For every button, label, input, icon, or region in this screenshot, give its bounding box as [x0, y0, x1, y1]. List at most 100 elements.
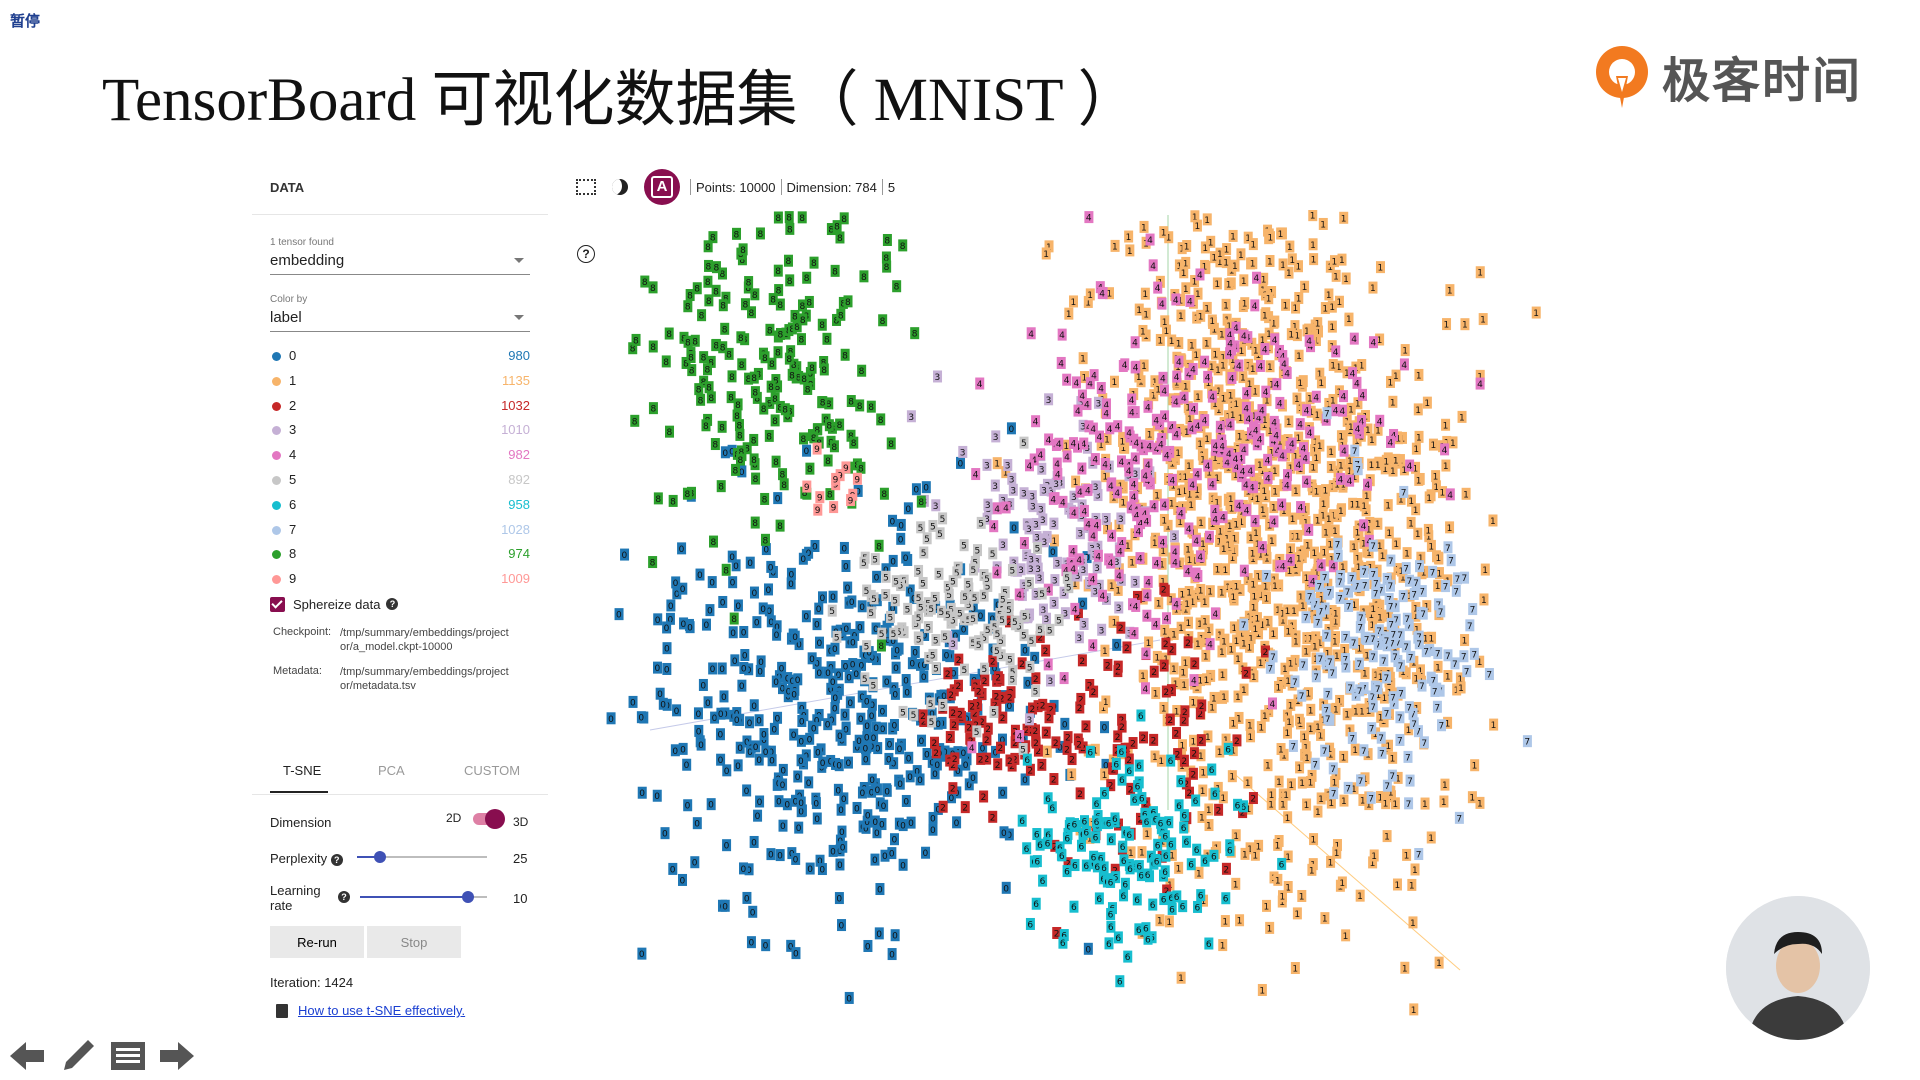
data-point: 7: [1350, 444, 1360, 457]
data-point: 4: [1357, 388, 1367, 401]
tensor-select[interactable]: embedding: [270, 248, 530, 275]
svg-text:0: 0: [891, 836, 897, 846]
bounding-box-select-icon[interactable]: [576, 179, 596, 195]
data-point: 6: [1141, 922, 1151, 935]
data-point: 4: [1130, 336, 1140, 349]
data-point: 1: [1445, 521, 1455, 534]
dimension-2d-option[interactable]: 2D: [446, 811, 461, 825]
data-point: 0: [732, 713, 742, 726]
menu-icon[interactable]: [110, 1041, 146, 1071]
data-point: 1: [1100, 768, 1110, 781]
svg-text:1: 1: [1280, 800, 1286, 810]
data-point: 1: [1164, 231, 1174, 244]
data-point: 7: [1395, 711, 1405, 724]
legend-count: 1010: [501, 422, 530, 437]
data-point: 7: [1322, 407, 1332, 420]
data-point: 4: [1090, 453, 1100, 466]
data-point: 0: [866, 739, 876, 752]
stop-button[interactable]: Stop: [367, 926, 461, 958]
data-point: 3: [1042, 612, 1052, 625]
data-point: 1: [1150, 375, 1160, 388]
data-point: 6: [1164, 816, 1174, 829]
data-point: 1: [1337, 876, 1347, 889]
svg-text:0: 0: [708, 801, 714, 811]
svg-text:0: 0: [791, 731, 797, 741]
data-point: 4: [1299, 442, 1309, 455]
legend-item-3[interactable]: 3 1010: [270, 420, 530, 440]
perplexity-slider[interactable]: [357, 850, 487, 864]
legend-item-6[interactable]: 6 958: [270, 495, 530, 515]
tab-pca[interactable]: PCA: [378, 763, 405, 778]
night-mode-icon[interactable]: [612, 179, 628, 195]
tsne-help-link[interactable]: How to use t-SNE effectively.: [298, 1003, 465, 1018]
sphereize-option[interactable]: Sphereize data ?: [270, 594, 399, 614]
data-point: 1: [1219, 634, 1229, 647]
slider-thumb[interactable]: [461, 891, 474, 903]
svg-text:1: 1: [1284, 729, 1290, 739]
help-icon[interactable]: ?: [386, 598, 399, 610]
legend-item-5[interactable]: 5 892: [270, 470, 530, 490]
label-mode-icon: A: [651, 176, 673, 198]
data-point: 1: [1229, 716, 1239, 729]
svg-text:0: 0: [680, 876, 686, 886]
tab-tsne[interactable]: T-SNE: [283, 763, 321, 778]
pen-icon[interactable]: [58, 1036, 98, 1076]
legend-item-9[interactable]: 9 1009: [270, 569, 530, 589]
rerun-button[interactable]: Re-run: [270, 926, 364, 958]
svg-text:0: 0: [978, 612, 984, 622]
svg-text:0: 0: [863, 756, 869, 766]
data-point: 0: [775, 849, 785, 862]
data-point: 1: [1196, 583, 1206, 596]
data-point: 0: [962, 712, 972, 725]
arrow-right-icon[interactable]: [158, 1040, 196, 1072]
dimension-3d-option[interactable]: 3D: [513, 815, 528, 829]
data-point: 1: [1313, 805, 1323, 818]
data-point: 6: [1058, 936, 1068, 949]
svg-text:1: 1: [1370, 284, 1376, 294]
sphereize-checkbox[interactable]: [270, 596, 285, 612]
label-mode-button[interactable]: A: [644, 169, 680, 205]
arrow-left-icon[interactable]: [8, 1040, 46, 1072]
legend-item-7[interactable]: 7 1028: [270, 520, 530, 540]
data-point: 8: [727, 370, 737, 383]
svg-text:0: 0: [793, 855, 799, 865]
svg-text:1: 1: [1157, 917, 1163, 927]
color-by-select[interactable]: label: [270, 305, 530, 332]
learning-rate-slider[interactable]: [360, 890, 487, 904]
legend-item-1[interactable]: 1 1135: [270, 371, 530, 391]
data-point: 0: [906, 816, 916, 829]
data-point: 7: [1314, 579, 1324, 592]
legend-item-4[interactable]: 4 982: [270, 445, 530, 465]
presenter-image: [1726, 896, 1870, 1040]
svg-text:0: 0: [1080, 600, 1086, 610]
legend-item-2[interactable]: 2 1032: [270, 396, 530, 416]
help-icon[interactable]: ?: [330, 854, 343, 866]
svg-text:0: 0: [705, 699, 711, 709]
svg-text:1: 1: [1215, 566, 1221, 576]
legend-item-0[interactable]: 0 980: [270, 346, 530, 366]
data-point: 1: [1234, 711, 1244, 724]
embedding-scatter-plot[interactable]: 0000000000000000000000000000000000000000…: [600, 210, 1560, 1040]
dimension-toggle[interactable]: [469, 809, 505, 829]
data-point: 5: [1010, 615, 1020, 628]
data-point: 6: [1069, 900, 1079, 913]
data-point: 6: [1115, 975, 1125, 988]
slider-thumb[interactable]: [374, 851, 387, 863]
data-point: 1: [1267, 788, 1277, 801]
tab-custom[interactable]: CUSTOM: [464, 763, 520, 778]
data-point: 1: [1315, 367, 1325, 380]
data-point: 2: [943, 667, 953, 680]
legend-item-8[interactable]: 8 974: [270, 544, 530, 564]
data-point: 8: [720, 322, 730, 335]
data-point: 7: [1377, 746, 1387, 759]
help-icon[interactable]: ?: [577, 245, 595, 263]
svg-text:0: 0: [670, 865, 676, 875]
svg-text:0: 0: [836, 762, 842, 772]
data-point: 1: [1402, 547, 1412, 560]
svg-text:1: 1: [1202, 618, 1208, 628]
help-icon[interactable]: ?: [338, 891, 350, 903]
data-point: 4: [1131, 599, 1141, 612]
data-point: 0: [839, 541, 849, 554]
legend-color-swatch: [272, 575, 281, 585]
data-point: 0: [735, 741, 745, 754]
